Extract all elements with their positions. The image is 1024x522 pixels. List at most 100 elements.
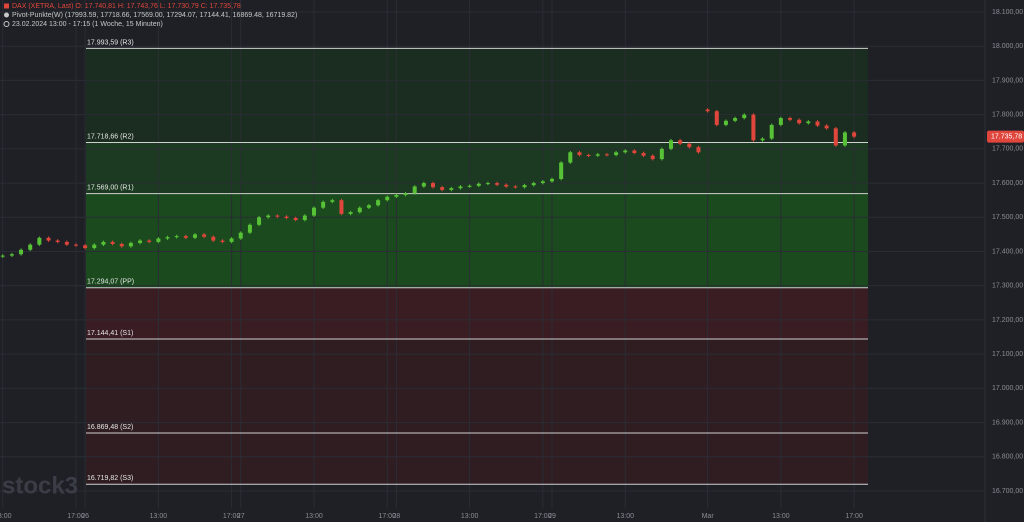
candle-body [742,114,747,119]
candle-body [156,238,161,242]
legend-indicator: Pivot-Punkte(W) (17993.59, 17718.66, 175… [12,12,297,19]
candle-body [110,241,115,244]
candle-body [577,152,582,156]
candle-body [495,183,500,185]
candle-body [55,240,60,242]
candle-body [733,118,738,121]
x-tick-label: 27 [237,513,245,520]
candle-body [293,217,298,221]
candle-body [403,193,408,196]
candle-body [220,240,225,242]
candle-body [183,236,188,238]
pivot-band [86,142,868,194]
candle-body [101,241,106,245]
candle-body [467,185,472,187]
y-tick-label: 17.300,00 [992,283,1023,290]
candle-body [641,152,646,156]
candle-body [696,147,701,153]
candle-body [229,238,234,242]
candle-body [614,152,619,156]
pivot-band [86,193,868,288]
candle-body [266,215,271,218]
candle-body [797,119,802,124]
candle-body [174,236,179,238]
candle-body [64,241,69,245]
candle-body [531,183,536,186]
candle-body [476,183,481,186]
candle-body [147,240,152,242]
candle-body [394,195,399,197]
candle-body [852,132,857,137]
pivot-label: 17.718,66 (R2) [87,133,134,140]
candle-body [723,120,728,125]
x-tick-label: 28 [392,513,400,520]
x-tick-label: 17:00 [845,513,863,520]
candle-body [119,243,124,247]
candle-body [550,178,555,182]
candle-body [751,114,756,141]
candle-body [458,186,463,189]
candle-body [440,187,445,190]
candle-body [421,183,426,187]
y-tick-label: 16.800,00 [992,454,1023,461]
candle-body [238,232,243,239]
y-tick-label: 17.800,00 [992,111,1023,118]
candle-body [833,128,838,146]
candle-body [806,121,811,124]
candle-body [28,244,33,250]
candle-body [824,125,829,129]
candle-body [769,124,774,139]
candle-body [788,118,793,120]
x-tick-label: Mar [702,513,715,520]
candle-body [687,143,692,148]
candle-body [669,140,674,149]
candle-body [760,138,765,141]
candle-body [211,236,216,241]
candle-body [37,237,42,245]
y-tick-label: 17.900,00 [992,77,1023,84]
last-price-label: 17.735,78 [991,133,1022,140]
candle-body [83,245,88,249]
candle-body [138,240,143,243]
pivot-label: 17.294,07 (PP) [87,279,134,286]
candle-body [714,111,719,125]
x-tick-label: 13:00 [461,513,479,520]
candle-body [339,200,344,214]
candle-body [842,132,847,146]
x-tick-label: 13:00 [305,513,323,520]
candle-body [559,162,564,179]
legend-icon [4,12,9,18]
y-tick-label: 17.500,00 [992,214,1023,221]
x-tick-label: 17:00 [378,513,396,520]
pivot-label: 17.569,00 (R1) [87,185,134,192]
candle-body [330,200,335,202]
candle-body [678,140,683,144]
legend-icon [4,3,9,9]
candle-body [650,155,655,160]
candle-body [623,150,628,153]
candle-body [586,155,591,157]
candle-body [73,244,78,246]
pivot-label: 16.719,82 (S3) [87,475,133,482]
y-tick-label: 16.900,00 [992,419,1023,426]
x-tick-label: 13:00 [772,513,790,520]
candle-body [275,215,280,217]
pivot-band [86,287,868,339]
candle-body [376,200,381,206]
candle-body [366,205,371,208]
candle-body [815,121,820,126]
y-tick-label: 17.200,00 [992,317,1023,324]
candle-body [321,201,326,208]
y-tick-label: 18.000,00 [992,43,1023,50]
x-tick-label: 29 [548,513,556,520]
candle-body [412,186,417,194]
candle-body [19,249,24,255]
pivot-label: 16.869,48 (S2) [87,424,133,431]
candle-body [128,242,133,247]
candle-body [449,188,454,190]
candle-body [632,150,637,153]
candle-body [705,109,710,112]
x-tick-label: 13:00 [616,513,634,520]
y-tick-label: 17.600,00 [992,180,1023,187]
pivot-band [86,48,868,143]
